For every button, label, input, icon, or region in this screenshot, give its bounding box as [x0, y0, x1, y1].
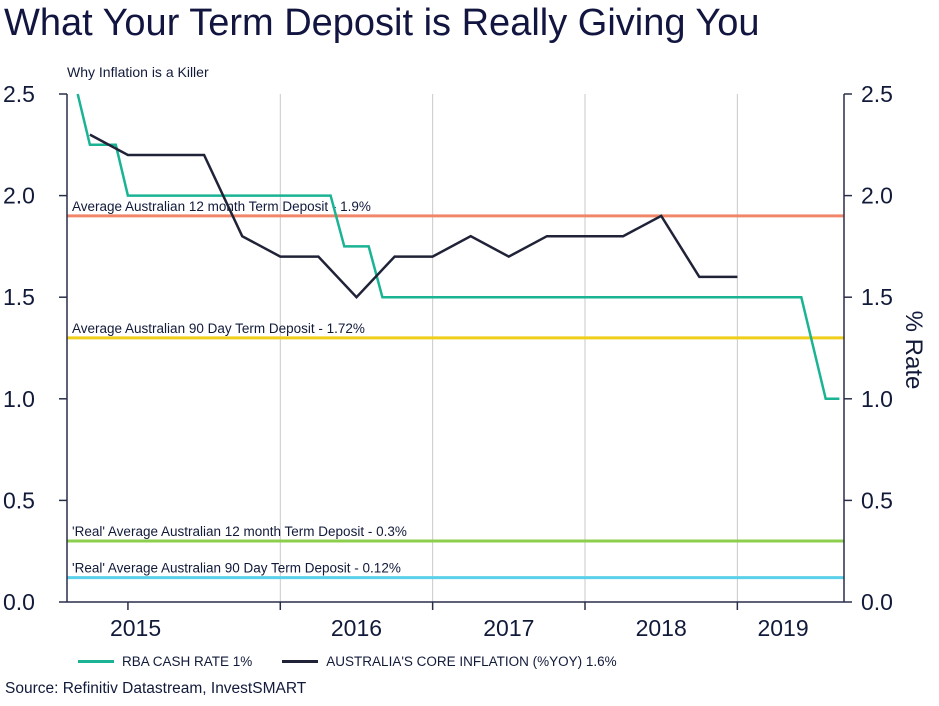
y-tick-label-right-0: 0.0	[861, 589, 893, 615]
y-tick-label-right-4: 2.0	[861, 183, 893, 209]
y-tick-label-left-2: 1.0	[3, 386, 35, 412]
y-tick-label-left-1: 0.5	[3, 487, 35, 513]
legend-swatch-rba-cash-rate	[78, 660, 114, 663]
legend-item-rba-cash-rate: RBA CASH RATE 1%	[78, 654, 252, 669]
series-line-1	[89, 133, 738, 300]
chart-title: What Your Term Deposit is Really Giving …	[4, 2, 760, 44]
source-note: Source: Refinitiv Datastream, InvestSMAR…	[5, 680, 307, 697]
x-tick-label-2019: 2019	[757, 615, 808, 641]
y-tick-label-left-0: 0.0	[3, 589, 35, 615]
y-tick-label-right-2: 1.0	[861, 386, 893, 412]
x-tick-label-2018: 2018	[636, 615, 687, 641]
y-tick-label-right-5: 2.5	[861, 81, 893, 107]
y-tick-label-left-5: 2.5	[3, 81, 35, 107]
reference-lines: Average Australian 12 month Term Deposit…	[67, 199, 844, 580]
y-tick-label-left-4: 2.0	[3, 183, 35, 209]
reference-label-2: 'Real' Average Australian 12 month Term …	[72, 524, 407, 539]
legend: RBA CASH RATE 1% AUSTRALIA'S CORE INFLAT…	[78, 654, 647, 669]
gridlines	[279, 94, 738, 602]
x-tick-label-2016: 2016	[331, 615, 382, 641]
legend-item-core-inflation: AUSTRALIA'S CORE INFLATION (%YOY) 1.6%	[282, 654, 617, 669]
legend-label-core-inflation: AUSTRALIA'S CORE INFLATION (%YOY) 1.6%	[326, 654, 617, 669]
reference-label-3: 'Real' Average Australian 90 Day Term De…	[72, 561, 401, 576]
reference-label-0: Average Australian 12 month Term Deposit…	[72, 199, 371, 214]
series-line-0	[76, 93, 840, 401]
legend-swatch-core-inflation	[282, 660, 319, 663]
y-tick-label-right-1: 0.5	[861, 487, 893, 513]
y-tick-label-right-3: 1.5	[861, 284, 893, 310]
chart-subtitle: Why Inflation is a Killer	[67, 64, 209, 80]
series-lines	[76, 93, 840, 401]
x-tick-label-2017: 2017	[483, 615, 534, 641]
x-tick-label-2015: 2015	[110, 615, 161, 641]
reference-label-1: Average Australian 90 Day Term Deposit -…	[72, 321, 365, 336]
y2-axis-title: % Rate	[900, 311, 927, 390]
axes: 0.0 0.0 0.5 0.5 1.0 1.0 1.5 1.5 2.0 2.0 2.5 2.5 % Ra…	[3, 81, 927, 641]
y-tick-label-left-3: 1.5	[3, 284, 35, 310]
legend-label-rba-cash-rate: RBA CASH RATE 1%	[122, 654, 253, 669]
